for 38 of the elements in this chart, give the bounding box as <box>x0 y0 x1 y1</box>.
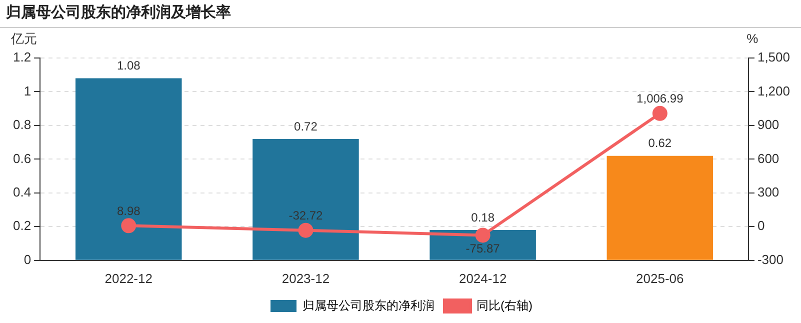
legend-label: 同比(右轴) <box>476 298 533 312</box>
point <box>475 228 490 243</box>
y2-axis-title: % <box>746 31 759 46</box>
data-label: 8.98 <box>116 204 141 218</box>
y-tick-label: 0.8 <box>12 117 32 132</box>
chart-title: 归属母公司股东的净利润及增长率 <box>0 0 801 28</box>
bar <box>252 138 359 260</box>
y2-tick-label: -300 <box>757 252 784 267</box>
data-label: -75.87 <box>466 242 500 256</box>
y-tick-label: 0.6 <box>12 150 32 166</box>
y2-tick-label: 600 <box>757 150 780 166</box>
y2-tick-label: 1,200 <box>757 83 790 98</box>
y2-tick-label: 900 <box>757 117 780 132</box>
y-tick-label: 1 <box>24 83 32 98</box>
point <box>652 106 668 121</box>
point <box>298 222 314 238</box>
legend-label: 归属母公司股东的净利润 <box>302 298 435 312</box>
x-tick-label: 2025-06 <box>636 270 684 286</box>
y-tick-label: 0.2 <box>12 218 32 234</box>
bar <box>606 156 714 260</box>
y-tick-label: 1.2 <box>12 50 32 65</box>
y2-tick-label: 0 <box>757 218 765 234</box>
y-tick-label: 0 <box>24 252 32 267</box>
data-label: 0.72 <box>294 119 318 134</box>
y-axis-title: 亿元 <box>10 31 38 46</box>
bar <box>75 78 182 260</box>
data-label: 1,006.99 <box>636 92 684 106</box>
x-tick-label: 2022-12 <box>104 270 152 286</box>
point <box>121 218 136 234</box>
x-tick-label: 2023-12 <box>282 270 330 286</box>
data-label: 1.08 <box>116 58 141 73</box>
y2-tick-label: 300 <box>757 184 780 200</box>
y2-tick-label: 1,500 <box>757 50 790 65</box>
x-tick-label: 2024-12 <box>458 270 507 286</box>
data-label: 0.62 <box>648 136 672 150</box>
data-label: 0.18 <box>471 210 495 224</box>
data-label: -32.72 <box>288 208 324 223</box>
y-tick-label: 0.4 <box>12 184 32 200</box>
